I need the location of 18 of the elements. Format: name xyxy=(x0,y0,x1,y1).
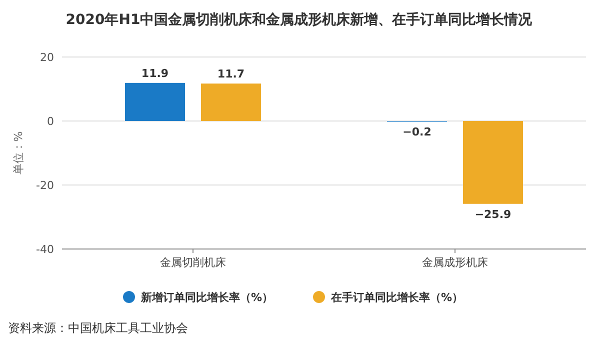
y-tick-label: -20 xyxy=(36,179,54,192)
legend-label: 在手订单同比增长率（%） xyxy=(330,291,464,304)
data-label: −0.2 xyxy=(402,126,432,139)
legend-label: 新增订单同比增长率（%） xyxy=(140,291,274,304)
bar xyxy=(463,121,523,204)
y-tick-label: 0 xyxy=(47,115,54,128)
data-label: 11.7 xyxy=(217,68,245,81)
x-tick-label: 金属成形机床 xyxy=(422,256,488,269)
bar xyxy=(201,84,261,121)
data-label: −25.9 xyxy=(474,208,512,221)
bar xyxy=(125,82,185,121)
data-label: 11.9 xyxy=(141,66,169,80)
y-tick-label: 20 xyxy=(40,51,54,64)
y-axis-title: 单位：% xyxy=(12,131,25,175)
chart-title: 2020年H1中国金属切削机床和金属成形机床新增、在手订单同比增长情况 xyxy=(66,11,534,28)
y-tick-label: -40 xyxy=(36,243,54,256)
x-tick-label: 金属切削机床 xyxy=(160,256,226,269)
text: 资料来源：中国机床工具工业协会 xyxy=(8,321,188,335)
